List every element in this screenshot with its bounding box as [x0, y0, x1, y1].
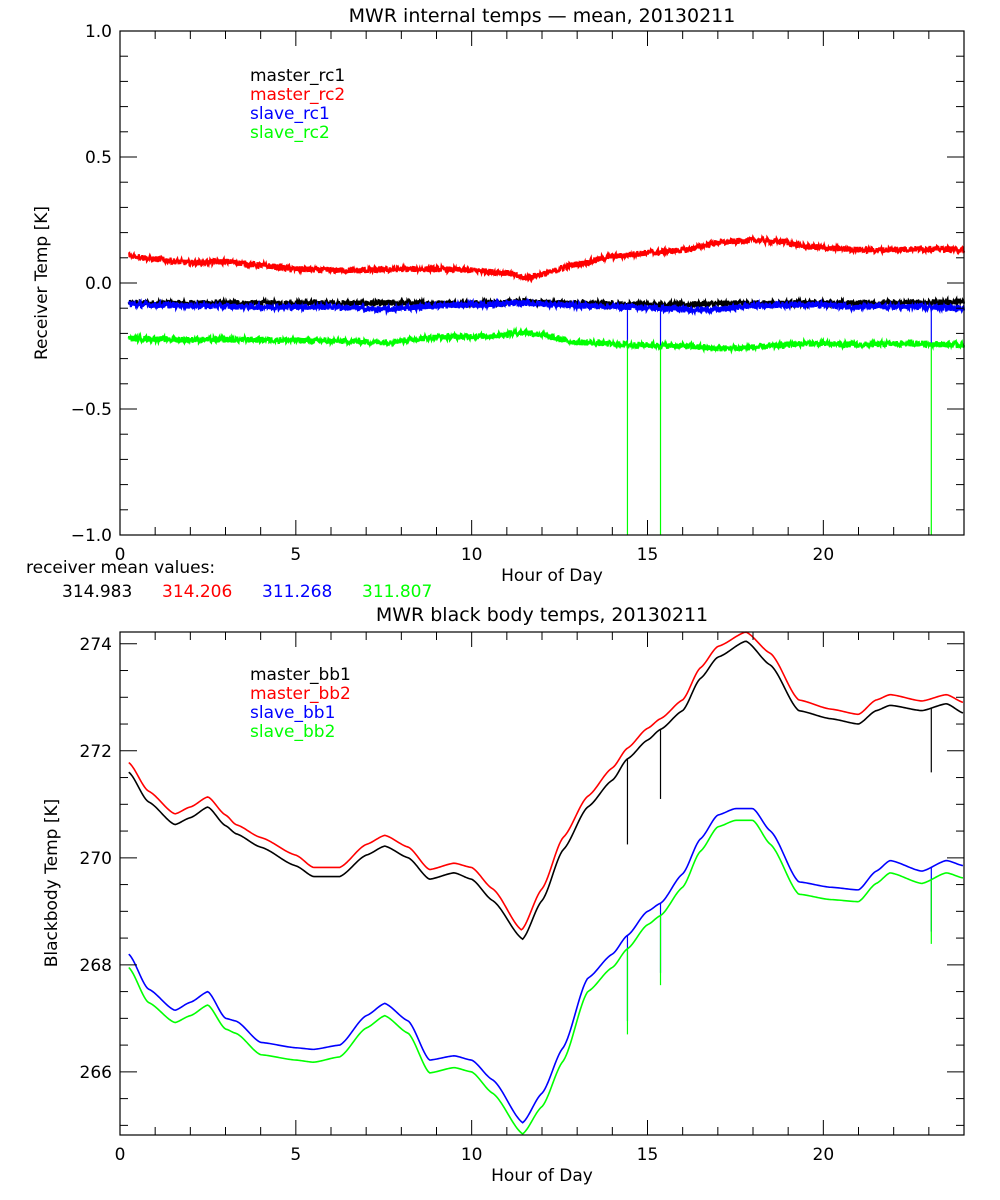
blackbody-y-tick-label: 266: [80, 1063, 112, 1083]
blackbody-y-tick-label: 274: [80, 635, 112, 655]
receiver-x-tick-label: 15: [637, 545, 659, 565]
blackbody-legend: master_bb1 master_bb2 slave_bb1 slave_bb…: [250, 665, 351, 742]
legend-slave-rc2: slave_rc2: [250, 123, 330, 143]
receiver-series-master-rc2: [128, 233, 966, 284]
blackbody-x-tick-label: 5: [290, 1145, 301, 1165]
receiver-axis-ticks: 0 5 10 15 20 1.0 0.5 0.0 −0.5 −1.0: [71, 22, 965, 565]
blackbody-y-tick-label: 268: [80, 956, 112, 976]
receiver-mean-values-annotation: receiver mean values: 314.983 314.206 31…: [26, 558, 432, 602]
blackbody-series-slave-bb1: [128, 807, 964, 1124]
legend-master-bb1: master_bb1: [250, 665, 351, 685]
receiver-y-tick-label: 0.0: [85, 274, 112, 294]
legend-slave-bb1: slave_bb1: [250, 703, 335, 723]
receiver-plot-frame: [119, 30, 965, 536]
blackbody-axis-ticks: 0 5 10 15 20 274 272 270 268 266: [80, 632, 965, 1165]
receiver-series-slave-rc1: [127, 297, 966, 317]
blackbody-series-master-bb2: [128, 631, 964, 931]
blackbody-plot-title: MWR black body temps, 20130211: [376, 604, 708, 626]
receiver-mean-values-label: receiver mean values:: [26, 558, 215, 578]
mean-value-slave-rc2: 311.807: [362, 582, 432, 602]
mean-value-master-rc2: 314.206: [162, 582, 232, 602]
blackbody-y-tick-label: 272: [80, 742, 112, 762]
blackbody-series-group: [128, 631, 964, 1135]
legend-slave-rc1: slave_rc1: [250, 104, 330, 124]
receiver-x-tick-label: 5: [290, 545, 301, 565]
receiver-x-tick-label: 0: [115, 545, 126, 565]
receiver-y-tick-label: 1.0: [85, 22, 112, 42]
legend-master-rc1: master_rc1: [250, 66, 345, 86]
receiver-x-tick-label: 10: [461, 545, 483, 565]
blackbody-series-slave-bb2: [128, 819, 964, 1135]
receiver-y-tick-label: 0.5: [85, 148, 112, 168]
blackbody-plot-frame: [119, 631, 965, 1136]
blackbody-x-tick-label: 0: [115, 1145, 126, 1165]
legend-master-rc2: master_rc2: [250, 85, 345, 105]
receiver-series-slave-rc2: [127, 326, 966, 355]
receiver-legend: master_rc1 master_rc2 slave_rc1 slave_rc…: [250, 66, 345, 143]
blackbody-x-tick-label: 15: [637, 1145, 659, 1165]
blackbody-x-tick-label: 10: [461, 1145, 483, 1165]
receiver-temps-plot: MWR internal temps — mean, 20130211 0 5 10…: [26, 5, 966, 602]
blackbody-x-tick-label: 20: [813, 1145, 835, 1165]
receiver-plot-title: MWR internal temps — mean, 20130211: [349, 5, 736, 27]
blackbody-temps-plot: MWR black body temps, 20130211 0 5 10 15 20 2…: [42, 604, 965, 1186]
receiver-y-tick-label: −0.5: [71, 400, 112, 420]
receiver-y-tick-label: −1.0: [71, 526, 112, 546]
receiver-x-axis-label: Hour of Day: [501, 566, 603, 586]
mean-value-master-rc1: 314.983: [62, 582, 132, 602]
blackbody-x-axis-label: Hour of Day: [491, 1166, 593, 1186]
legend-slave-bb2: slave_bb2: [250, 722, 335, 742]
blackbody-series-master-bb1: [128, 640, 964, 941]
blackbody-y-tick-label: 270: [80, 849, 112, 869]
mean-value-slave-rc1: 311.268: [262, 582, 332, 602]
receiver-y-axis-label: Receiver Temp [K]: [32, 206, 52, 360]
receiver-x-tick-label: 20: [813, 545, 835, 565]
receiver-series-group: [127, 233, 966, 535]
blackbody-y-axis-label: Blackbody Temp [K]: [42, 799, 62, 968]
legend-master-bb2: master_bb2: [250, 684, 351, 704]
